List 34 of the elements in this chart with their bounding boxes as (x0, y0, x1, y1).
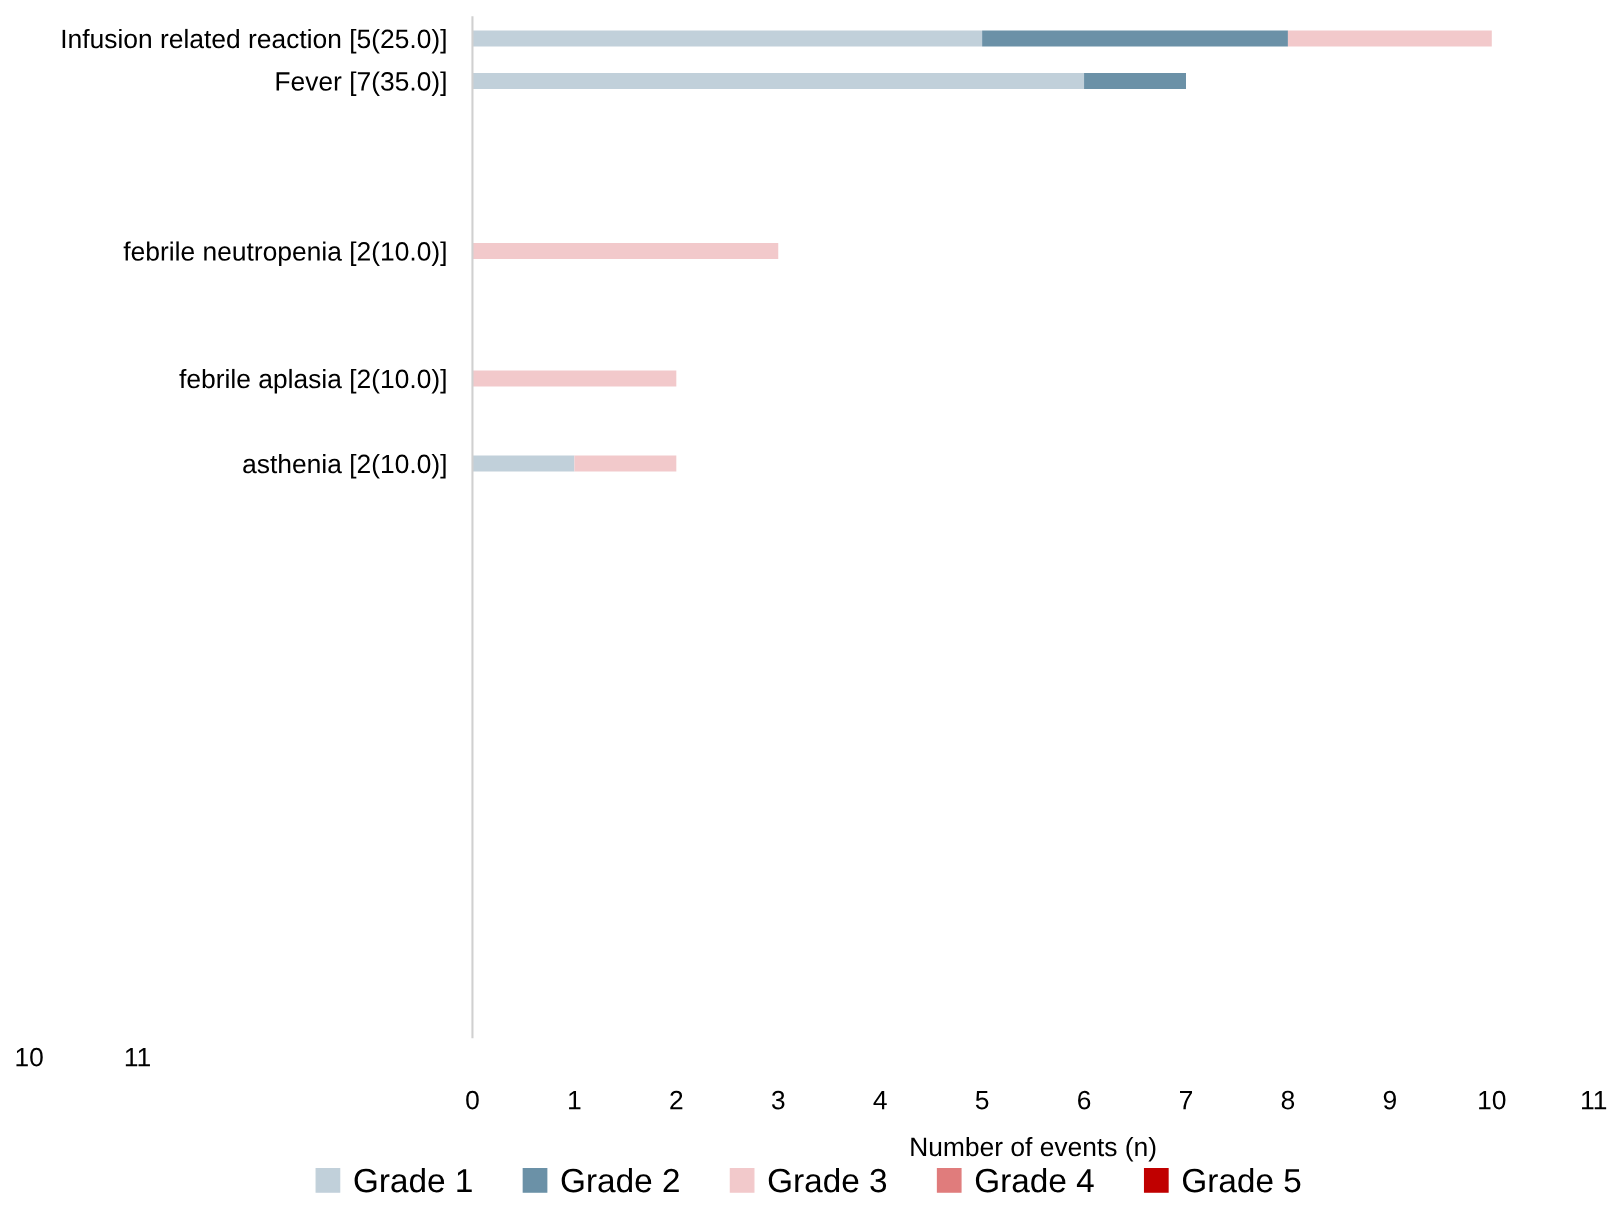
y-tick-label: Fever [7(35.0)] (276, 71, 446, 96)
legend-label: Grade 3 (768, 1167, 887, 1193)
bar (472, 370, 677, 387)
x-tick-label: 4 (873, 1091, 887, 1110)
bar (1084, 72, 1186, 90)
bar (472, 30, 983, 47)
legend-label: Grade 4 (975, 1167, 1094, 1193)
bar (472, 455, 575, 472)
y-tick-label: febrile aplasia [2(10.0)] (179, 368, 446, 394)
x-tick-label: 10 (1479, 1090, 1506, 1110)
legend-label: Grade 5 (1182, 1167, 1301, 1193)
bar (472, 72, 1085, 90)
bar (982, 30, 1288, 47)
y-tick-label: asthenia [2(10.0)] (243, 453, 446, 479)
bar (574, 455, 677, 472)
x-tick-label: 6 (1078, 1090, 1091, 1110)
bar (1287, 30, 1492, 47)
y-tick-label: Infusion related reaction [5(25.0)] (62, 28, 446, 54)
text: 11 (125, 1048, 150, 1067)
x-tick-label: 11 (1582, 1091, 1607, 1110)
x-tick-label: 3 (771, 1090, 785, 1110)
x-tick-label: 0 (466, 1090, 479, 1110)
x-tick-label: 9 (1383, 1090, 1396, 1110)
bar (472, 242, 779, 260)
text: 10 (16, 1047, 43, 1067)
x-tick-label: 7 (1180, 1091, 1193, 1110)
y-tick-label: febrile neutropenia [2(10.0)] (123, 241, 446, 267)
x-tick-label: 5 (975, 1091, 989, 1110)
x-axis-title: Number of events (n) (911, 1136, 1156, 1162)
x-tick-label: 2 (670, 1090, 683, 1110)
x-tick-label: 8 (1281, 1090, 1295, 1110)
x-tick-label: 1 (569, 1091, 581, 1110)
legend-label: Grade 2 (561, 1167, 679, 1193)
legend-label: Grade 1 (354, 1167, 472, 1193)
